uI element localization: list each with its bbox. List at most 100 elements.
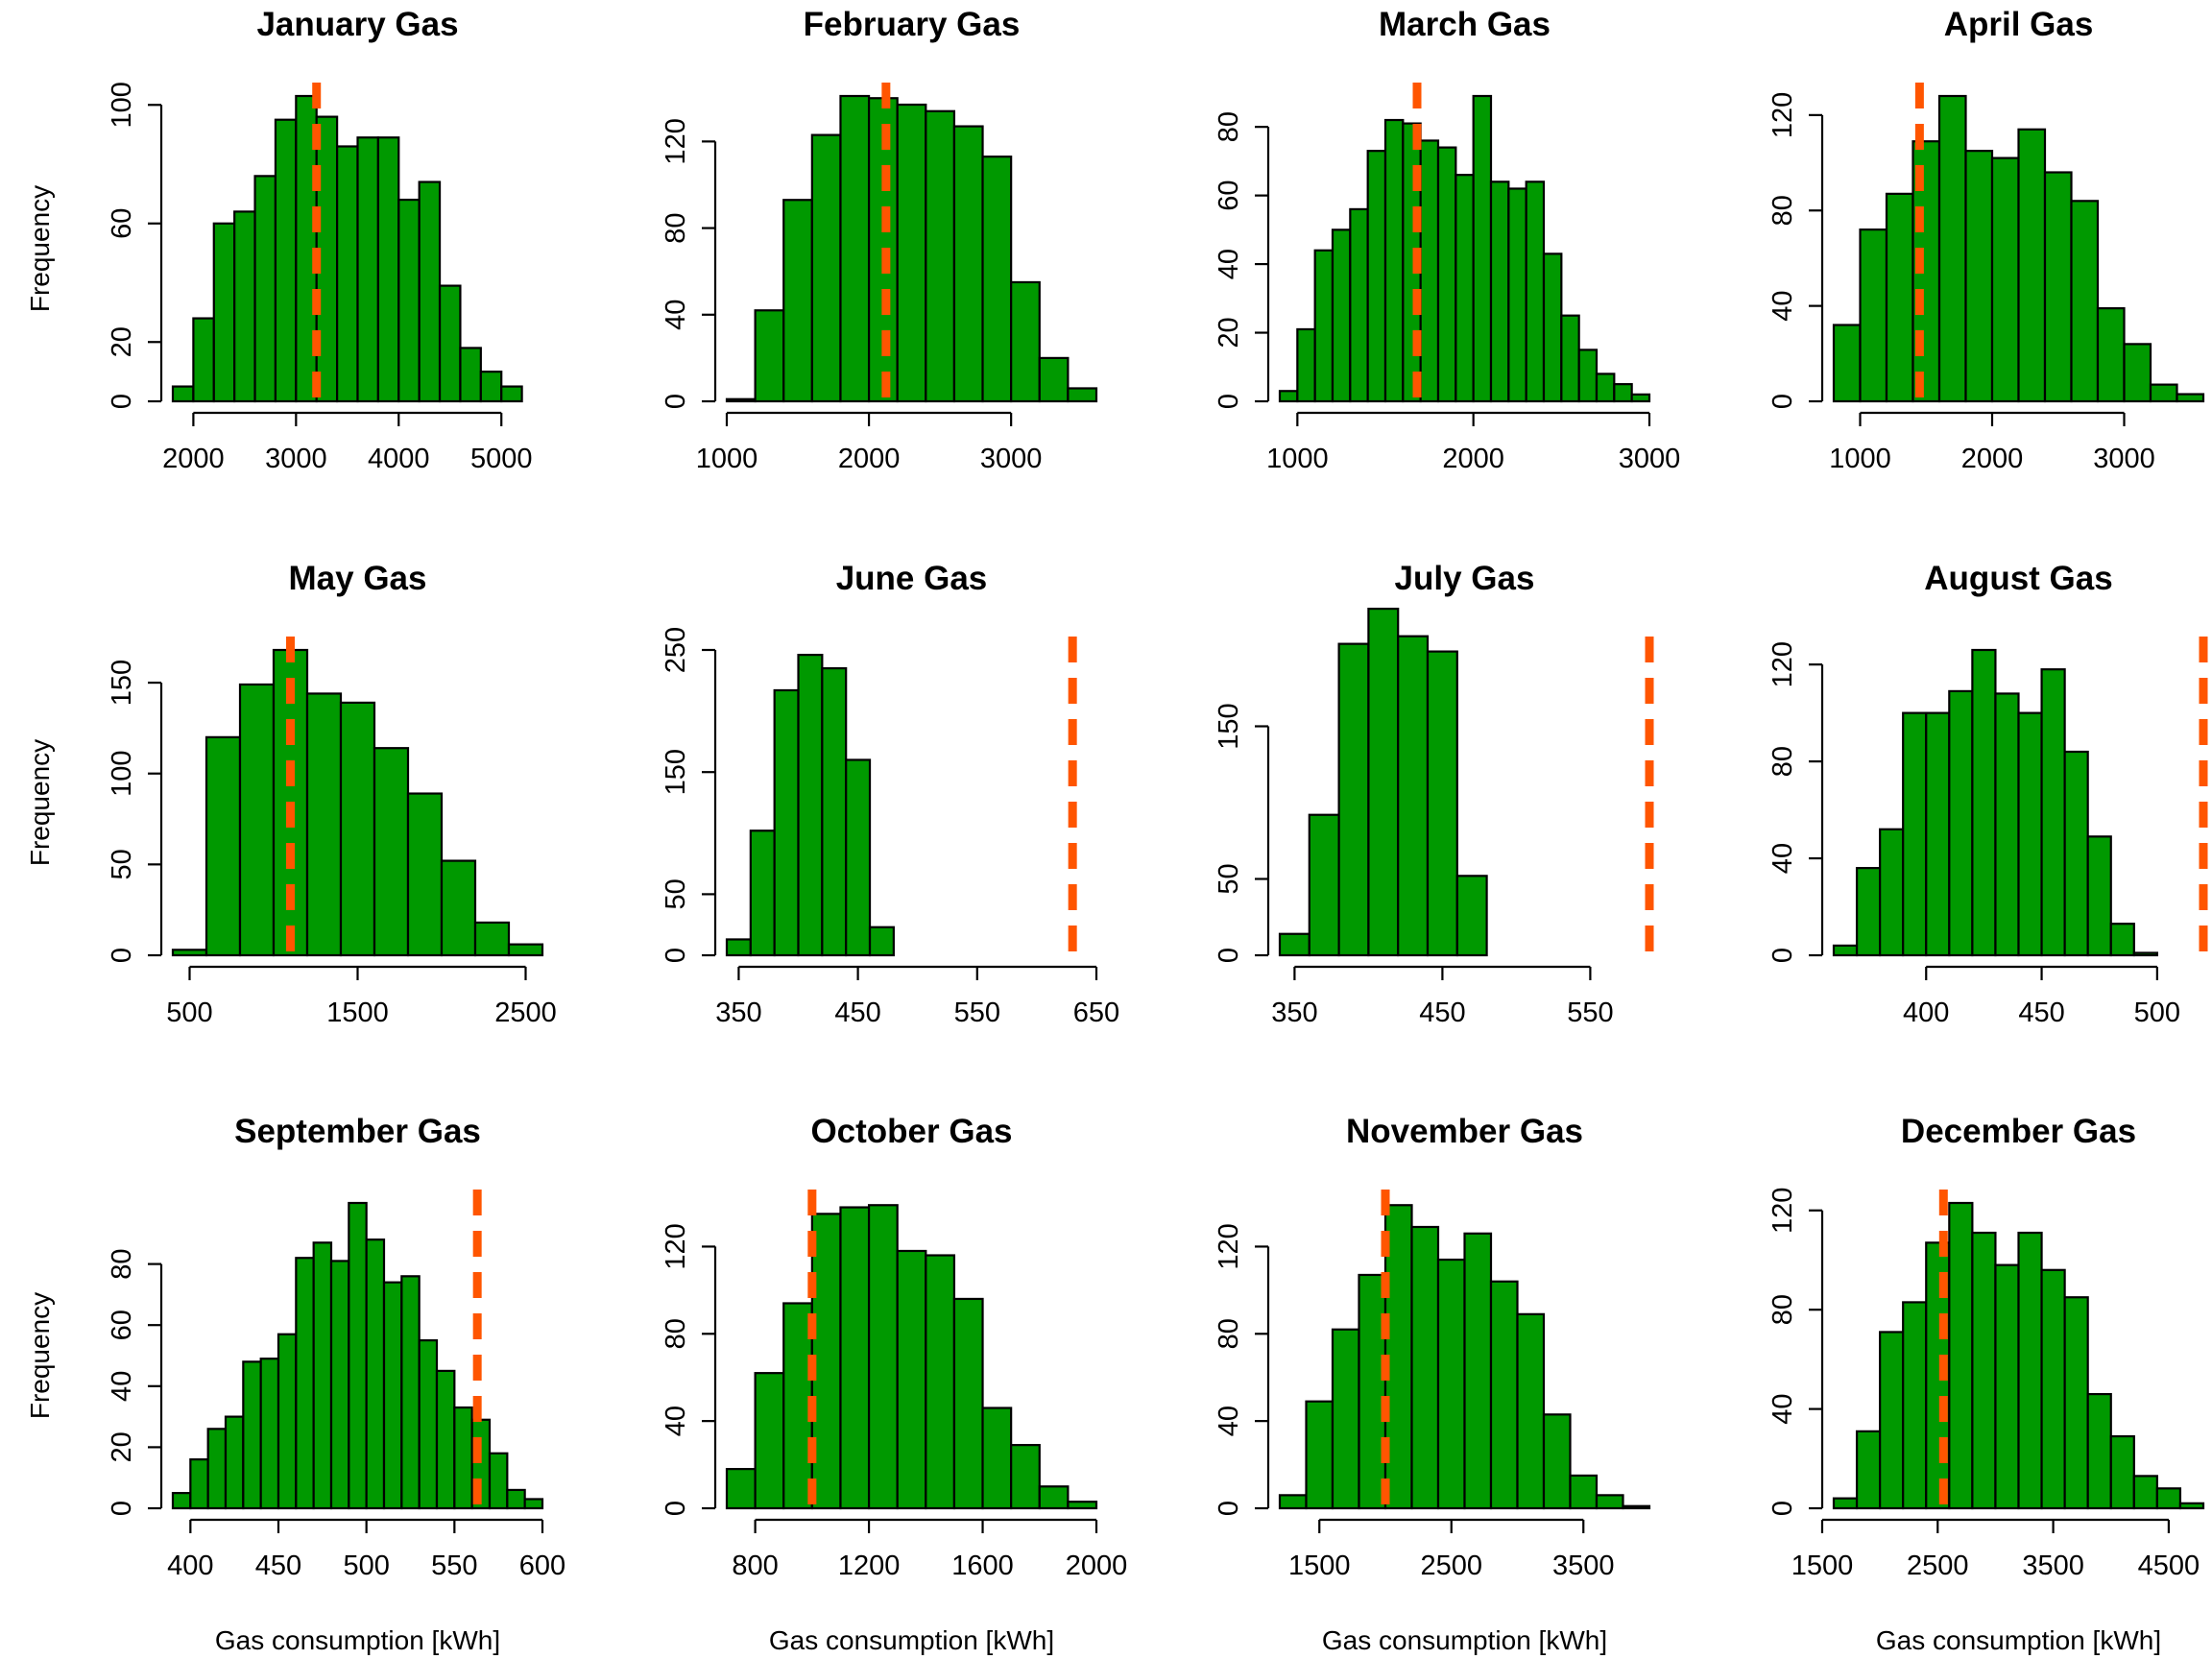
x-tick-label: 1000	[1829, 444, 1891, 474]
y-tick-label: 20	[1214, 317, 1244, 348]
x-tick-label: 1500	[326, 998, 389, 1028]
y-tick-label: 80	[1767, 1294, 1798, 1325]
panel-title: September Gas	[234, 1113, 481, 1150]
histogram-bar	[1925, 711, 1951, 957]
y-tick-label: 0	[1767, 394, 1798, 409]
histogram-panel: May Gas 500 1500 2500 0 50 100 150 Frequency	[25, 560, 557, 1028]
y-tick-label: 0	[1214, 948, 1244, 963]
histogram-bar	[1383, 1204, 1413, 1510]
y-tick-label: 0	[661, 1501, 691, 1516]
histogram-bar	[1010, 1444, 1041, 1510]
histogram-bar	[1331, 1328, 1360, 1510]
histogram-bar	[1560, 314, 1580, 403]
y-tick-label: 80	[661, 1318, 691, 1349]
histogram-bar	[1859, 228, 1888, 403]
x-tick-label: 550	[954, 998, 1000, 1028]
histogram-bar	[925, 1254, 956, 1510]
histogram-bar	[1948, 689, 1974, 957]
panel-title: January Gas	[256, 6, 458, 43]
x-axis-title: Gas consumption [kWh]	[769, 1625, 1054, 1655]
y-tick-label: 100	[107, 82, 137, 128]
histogram-bar	[1455, 174, 1475, 403]
histogram-bar	[749, 830, 776, 957]
histogram-bar	[782, 1302, 813, 1510]
histogram-bar	[2123, 343, 2152, 403]
histogram-bar	[2086, 1392, 2112, 1510]
x-tick-label: 350	[715, 998, 761, 1028]
histogram-bar	[2040, 668, 2066, 957]
histogram-bar	[1994, 692, 2020, 957]
histogram-bar	[1489, 180, 1510, 403]
histogram-bar	[1595, 373, 1616, 403]
y-tick-label: 120	[1767, 92, 1798, 138]
histogram-bar	[1994, 1263, 2020, 1510]
histogram-bar	[1630, 393, 1651, 403]
histogram-bar	[981, 156, 1013, 403]
histogram-bar	[2017, 128, 2047, 403]
x-tick-label: 3000	[980, 444, 1043, 474]
y-tick-label: 40	[661, 300, 691, 330]
histogram-bar	[453, 1406, 473, 1510]
histogram-bar	[2109, 923, 2135, 957]
histogram-bar	[773, 688, 800, 957]
histogram-bar	[2155, 1487, 2182, 1510]
histogram-bar	[506, 1488, 526, 1510]
histogram-bar	[259, 1358, 280, 1510]
histogram-bar	[233, 210, 256, 403]
x-axis-title: Gas consumption [kWh]	[215, 1625, 500, 1655]
histogram-bar	[867, 1204, 899, 1510]
histogram-bar	[507, 943, 544, 957]
x-tick-label: 2500	[1907, 1551, 1969, 1581]
y-tick-label: 40	[107, 1371, 137, 1402]
x-tick-label: 1500	[1791, 1551, 1854, 1581]
y-tick-label: 40	[1767, 1393, 1798, 1424]
y-tick-label: 20	[107, 1431, 137, 1462]
histogram-bar	[356, 136, 379, 403]
histogram-bar	[1308, 813, 1340, 957]
histogram-bar	[242, 1360, 262, 1510]
histogram-bar	[2086, 835, 2112, 957]
histogram-bar	[2149, 383, 2178, 403]
x-tick-label: 550	[1567, 998, 1613, 1028]
y-tick-label: 0	[107, 1501, 137, 1516]
histogram-bar	[348, 1201, 368, 1510]
x-tick-label: 2500	[1420, 1551, 1482, 1581]
histogram-bar	[1436, 1258, 1466, 1510]
histogram-panel: March Gas 1000 2000 3000 0 20 40 60 80	[1214, 6, 1680, 474]
histogram-bar	[1358, 1273, 1387, 1510]
histogram-bar	[1971, 1231, 1997, 1510]
histogram-bar	[305, 692, 343, 957]
histogram-bar	[2017, 711, 2043, 957]
histogram-bar	[1367, 607, 1400, 957]
histogram-panel: July Gas 350 450 550 0 50 150	[1214, 560, 1654, 1028]
histogram-bar	[435, 1369, 456, 1510]
histogram-bar	[206, 1428, 228, 1510]
panel-title: October Gas	[810, 1113, 1012, 1150]
x-tick-label: 600	[519, 1551, 565, 1581]
histogram-bar	[1885, 192, 1914, 403]
histogram-bar	[1349, 207, 1369, 403]
histogram-bar	[1879, 828, 1905, 957]
histogram-bar	[1902, 1301, 1928, 1510]
y-tick-label: 0	[1214, 394, 1244, 409]
y-tick-label: 60	[107, 1310, 137, 1340]
x-tick-label: 450	[2018, 998, 2064, 1028]
histogram-bar	[192, 317, 215, 403]
histogram-bar	[488, 1452, 509, 1510]
histogram-bar	[1990, 156, 2020, 403]
histogram-bar	[2132, 951, 2158, 957]
histogram-bar	[1305, 1400, 1334, 1510]
histogram-bar	[1542, 252, 1563, 403]
histogram-bar	[1569, 1474, 1599, 1510]
y-tick-label: 40	[1767, 290, 1798, 321]
histogram-panel: February Gas 1000 2000 3000 0 40 80 120	[661, 6, 1098, 474]
y-tick-label: 80	[1767, 195, 1798, 226]
histogram-bar	[896, 1249, 927, 1510]
histogram-bar	[1595, 1494, 1624, 1510]
histogram-bar	[1542, 1413, 1572, 1510]
histogram-bar	[1426, 650, 1458, 957]
x-tick-label: 3500	[1552, 1551, 1615, 1581]
x-tick-label: 1500	[1288, 1551, 1351, 1581]
histogram-bar	[821, 666, 848, 957]
y-tick-label: 150	[1214, 703, 1244, 749]
